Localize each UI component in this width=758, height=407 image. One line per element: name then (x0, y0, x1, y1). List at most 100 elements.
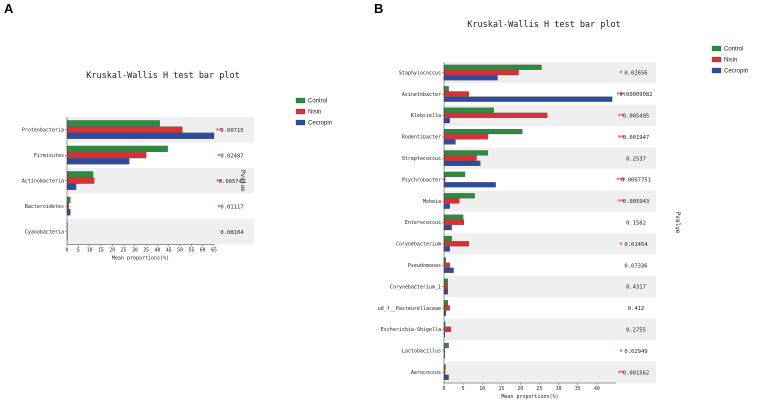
bar-cecropin (443, 246, 450, 252)
x-tick-label: 25 (537, 386, 543, 392)
p-value: 0.08104 (220, 230, 244, 236)
bar-control (443, 150, 489, 156)
bar-control (443, 300, 448, 306)
p-value: 0.412 (628, 306, 645, 312)
category-label: Acinetobacter (402, 92, 441, 98)
bar-cecropin (443, 267, 454, 273)
x-tick-label: 50 (177, 248, 183, 254)
significance-marker: ** (618, 197, 624, 206)
significance-marker: * (620, 347, 623, 356)
x-tick-label: 5 (77, 248, 80, 254)
panel-a-chart: Kruskal-Wallis H test bar plot Proteobact… (22, 71, 332, 262)
category-label: Moheia (423, 199, 441, 205)
bar-nisin (443, 134, 489, 140)
p-value: 0.005742 (219, 179, 246, 185)
row-background (67, 168, 254, 194)
row-background (444, 169, 656, 191)
bar-nisin (66, 126, 183, 133)
legend-label: Nisin (308, 110, 321, 116)
x-tick-label: 10 (479, 386, 485, 392)
bar-cecropin (66, 209, 71, 216)
category-label: Aerococcus (411, 370, 441, 376)
x-tick-label: 40 (155, 248, 161, 254)
row-background (444, 147, 656, 169)
panel-b-label: B (374, 1, 383, 16)
row-background (444, 297, 656, 319)
bar-cecropin (443, 96, 613, 102)
bar-control (443, 193, 475, 199)
p-value: 0.02656 (624, 71, 647, 77)
x-tick-label: 10 (87, 248, 93, 254)
legend-label: Cecropin (724, 69, 748, 75)
p-value: 0.005943 (623, 199, 650, 205)
category-label: Pseudomonas (408, 263, 441, 269)
bar-control (66, 120, 160, 127)
legend-swatch-nisin (711, 56, 722, 63)
significance-marker: ** (618, 133, 624, 142)
bar-nisin (66, 203, 69, 210)
bar-nisin (443, 69, 519, 76)
bar-nisin (443, 198, 460, 204)
x-tick-label: 15 (98, 248, 104, 254)
bar-cecropin (443, 182, 496, 188)
p-value: 0.00009082 (619, 92, 652, 98)
bar-cecropin (443, 203, 450, 209)
p-value: 0.00715 (220, 128, 243, 134)
significance-marker: * (620, 240, 623, 249)
bar-nisin (66, 177, 95, 184)
x-axis-label: Mean proportions(%) (501, 394, 558, 400)
row-background (444, 318, 656, 341)
legend-swatch-nisin (295, 108, 306, 115)
p-value: 0.0007751 (621, 178, 651, 184)
category-label: Psychrobacter (402, 177, 441, 183)
category-label: Actinobacteria (22, 178, 64, 184)
row-background (444, 254, 656, 276)
x-tick-label: 65 (211, 248, 217, 254)
significance-marker: ** (216, 126, 222, 135)
x-tick-label: 25 (121, 248, 127, 254)
category-label: Firmicutes (34, 153, 64, 159)
bar-control (443, 86, 449, 92)
legend-swatch-control (295, 97, 306, 104)
row-background (444, 361, 656, 383)
category-label: Rodentibacter (402, 135, 441, 141)
bar-control (443, 235, 452, 242)
x-tick-label: 30 (132, 248, 138, 254)
x-tick-label: 20 (109, 248, 115, 254)
bar-control (443, 64, 542, 70)
bar-cecropin (443, 374, 449, 380)
significance-marker: * (218, 202, 221, 211)
p-value: 0.005495 (623, 114, 650, 120)
bar-nisin (443, 283, 448, 290)
row-background (444, 104, 656, 127)
x-tick-label: 0 (443, 386, 446, 392)
category-label: Bacteroidetes (25, 204, 64, 210)
significance-marker: ** (216, 177, 222, 186)
bar-nisin (443, 219, 465, 225)
bar-cecropin (443, 289, 448, 295)
row-background (67, 193, 254, 219)
bar-nisin (443, 241, 469, 247)
bar-cecropin (443, 117, 450, 124)
p-value: 0.2537 (626, 156, 646, 162)
bar-control (443, 257, 447, 263)
bar-nisin (443, 262, 450, 268)
legend-label: Control (308, 99, 327, 105)
legend-label: Cecropin (308, 121, 332, 127)
x-tick-label: 15 (498, 386, 504, 392)
category-label: ud_f__Pasteurellaceae (378, 306, 441, 312)
p-value: 0.001562 (623, 370, 650, 376)
category-label: Lactobacillus (402, 349, 441, 355)
bar-cecropin (443, 310, 447, 316)
x-tick-label: 55 (188, 248, 194, 254)
bar-control (443, 278, 448, 284)
bar-nisin (66, 152, 147, 159)
p-value: 0.01454 (624, 242, 648, 248)
legend-swatch-control (711, 45, 722, 52)
category-label: Cyanobacteria (25, 229, 64, 235)
x-tick-label: 60 (200, 248, 206, 254)
significance-marker: ** (618, 112, 624, 121)
p-value: 0.02487 (220, 153, 243, 159)
